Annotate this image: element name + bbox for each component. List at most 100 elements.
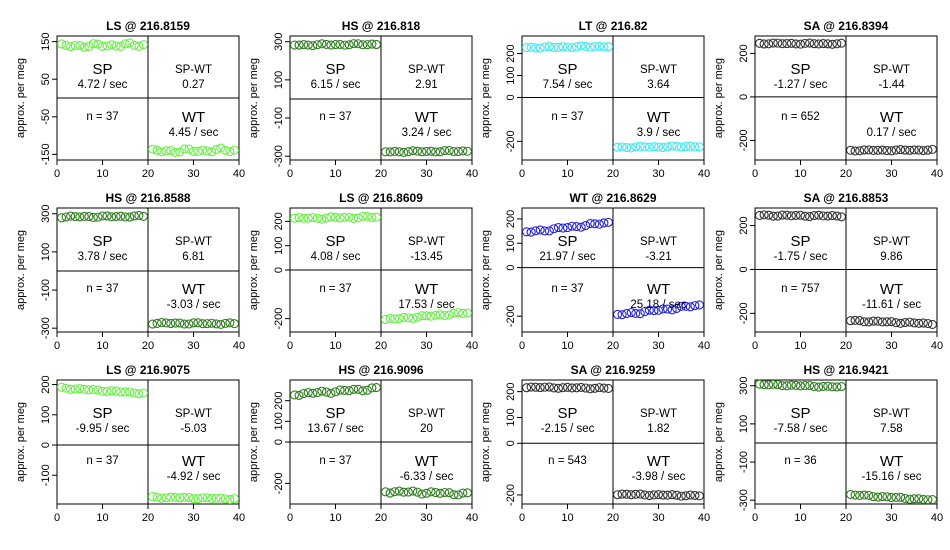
wt-point <box>685 490 695 500</box>
wt-point <box>435 147 445 157</box>
x-tick-label: 30 <box>885 512 897 524</box>
wt-point <box>403 313 413 323</box>
wt-point <box>886 492 897 503</box>
wt-point <box>694 300 705 310</box>
sp-point <box>540 382 550 392</box>
panel: SA @ 216.8853 0 10 20 30 40 -200 0 200 approx. pe… <box>713 191 943 352</box>
panel: HS @ 216.8588 0 10 20 30 40 -300 -100 100 300 appr… <box>15 191 245 352</box>
wt-point <box>918 146 928 156</box>
y-tick-label: 300 <box>40 205 52 223</box>
wt-point <box>202 493 212 503</box>
sp-point <box>138 40 148 50</box>
panel: HS @ 216.9096 0 10 20 30 40 -200 0 100 200 approx.… <box>248 363 478 524</box>
sp-point <box>111 212 121 222</box>
y-tick-label: 100 <box>505 234 517 252</box>
x-tick-label: 40 <box>233 340 245 352</box>
sp-point <box>349 384 359 394</box>
sp-point <box>107 212 117 222</box>
y-tick-label: 200 <box>505 210 517 228</box>
y-tick-label: -300 <box>738 489 750 511</box>
wt-point <box>891 145 901 155</box>
wt-point <box>859 490 869 500</box>
sp-point <box>777 381 787 391</box>
sp-point <box>585 42 595 52</box>
sp-point <box>562 42 573 52</box>
sp-point <box>540 42 550 52</box>
sp-point <box>526 382 536 392</box>
x-tick-label: 20 <box>840 168 852 180</box>
y-tick-label: -50 <box>40 109 52 125</box>
sp-point <box>308 388 318 398</box>
sp-point <box>97 211 108 221</box>
wt-point <box>157 493 167 503</box>
x-tick-label: 10 <box>96 168 108 180</box>
y-tick-label: -300 <box>40 317 52 339</box>
x-tick-label: 40 <box>466 168 478 180</box>
sp-point <box>294 390 304 400</box>
sp-point <box>795 210 806 220</box>
x-tick-label: 30 <box>420 512 432 524</box>
sp-point <box>827 211 837 221</box>
y-tick-label: -100 <box>40 279 52 301</box>
x-tick-label: 20 <box>840 512 852 524</box>
x-tick-label: 20 <box>142 512 154 524</box>
panel: HS @ 216.818 0 10 20 30 40 -300 -100 100 300 appro… <box>248 19 478 180</box>
sp-point <box>358 211 368 221</box>
wt-point <box>220 145 230 155</box>
x-tick-label: 40 <box>466 340 478 352</box>
wt-point <box>918 318 928 328</box>
sp-point <box>367 39 377 49</box>
wt-label: WT <box>880 453 903 470</box>
sp-point <box>585 218 595 229</box>
sp-point <box>362 211 372 221</box>
wt-point <box>653 142 664 152</box>
sp-point <box>289 40 300 50</box>
sp-point <box>303 213 313 223</box>
x-tick-label: 40 <box>233 168 245 180</box>
wt-rate: 3.9 / sec <box>637 127 681 139</box>
sp-point <box>66 384 76 394</box>
sp-point <box>134 41 144 51</box>
wt-point <box>421 488 432 498</box>
wt-point <box>211 493 221 503</box>
sp-point <box>93 39 103 49</box>
sp-point <box>777 210 787 220</box>
wt-point <box>385 488 395 498</box>
sp-point <box>321 213 331 223</box>
y-axis-label: approx. per meg <box>713 402 725 482</box>
wt-point <box>845 316 856 326</box>
sp-wt-label: SP-WT <box>873 64 910 76</box>
sp-point <box>111 386 121 396</box>
wt-point <box>635 309 645 319</box>
wt-point <box>653 305 664 315</box>
wt-point <box>421 146 432 156</box>
sp-wt-label: SP-WT <box>640 408 677 420</box>
x-tick-label: 20 <box>375 168 387 180</box>
sp-point <box>553 42 563 52</box>
sp-point <box>800 381 810 391</box>
sp-point <box>340 385 350 395</box>
wt-point <box>617 142 627 152</box>
sp-point <box>576 222 586 232</box>
y-tick-label: -200 <box>273 472 285 494</box>
wt-point <box>644 305 654 315</box>
x-tick-label: 20 <box>607 168 619 180</box>
y-tick-label: -200 <box>738 129 750 151</box>
wt-point <box>166 318 176 329</box>
wt-point <box>882 317 892 327</box>
wt-point <box>617 310 627 320</box>
y-tick-label: -200 <box>505 305 517 327</box>
wt-point <box>877 317 887 327</box>
y-tick-label: -100 <box>738 451 750 473</box>
wt-point <box>873 145 883 155</box>
sp-wt-value: 20 <box>420 423 433 435</box>
wt-point <box>658 304 668 314</box>
sp-point <box>800 211 810 221</box>
sp-label: SP <box>557 233 577 250</box>
x-tick-label: 20 <box>142 168 154 180</box>
n-count: n = 37 <box>551 111 583 123</box>
sp-point <box>308 212 318 223</box>
y-axis-label: approx. per meg <box>480 402 492 482</box>
wt-point <box>462 488 473 498</box>
wt-point <box>417 489 427 499</box>
